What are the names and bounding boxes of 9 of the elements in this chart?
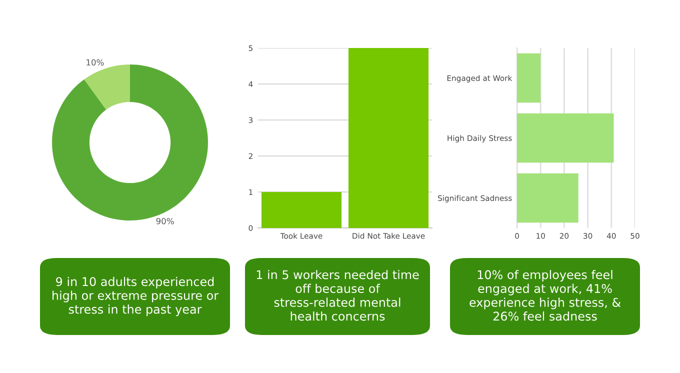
bar <box>517 173 578 223</box>
bar <box>517 53 541 103</box>
data-label: 90% <box>156 218 174 224</box>
text: 9 in 10 adults experienced high or extreme pressure or stress in the past year <box>52 276 219 316</box>
bar <box>517 113 614 163</box>
text: 10% of employees feel engaged at work, 41% experience high stress, & 26% feel sadness <box>470 270 621 321</box>
donut-slice <box>84 64 130 110</box>
data-label: 10% <box>86 59 104 66</box>
text: 1 in 5 workers needed time off because of stress-related mental health concerns <box>256 270 419 321</box>
